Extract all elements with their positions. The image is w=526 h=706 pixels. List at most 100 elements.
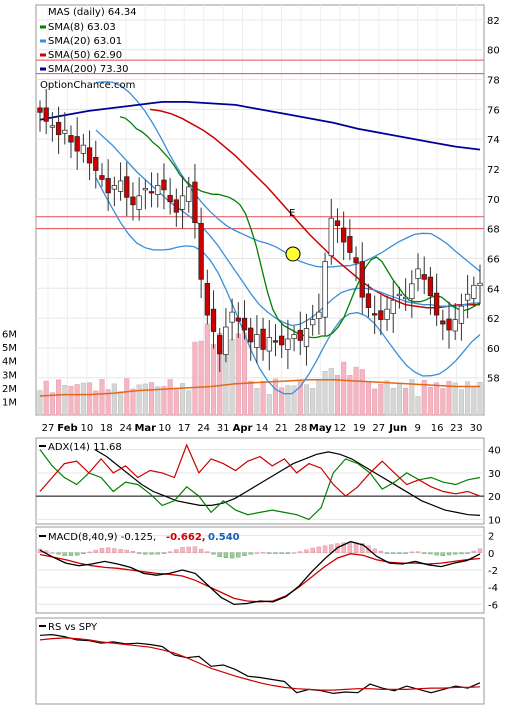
candle-body: [322, 261, 328, 318]
volume-bar: [124, 378, 130, 416]
candle-body: [347, 236, 353, 253]
volume-bar: [93, 390, 99, 416]
adx-legend: ADX(14) 11.68: [39, 442, 122, 453]
macd-hist-bar: [143, 552, 148, 555]
x-tick-label: 9: [414, 423, 420, 434]
macd-hist-bar: [267, 552, 272, 554]
x-tick-label: Jun: [388, 423, 407, 434]
x-tick-label: 23: [450, 423, 463, 434]
macd-hist-bar: [304, 549, 309, 553]
volume-bar: [458, 389, 464, 416]
x-tick-label: 10: [81, 423, 94, 434]
price-tick-label: 64: [487, 284, 500, 295]
candle-body: [390, 299, 396, 314]
macd-hist-bar: [242, 552, 247, 556]
price-tick-label: 68: [487, 225, 500, 236]
x-tick-label: 28: [295, 423, 308, 434]
macd-hist-bar: [291, 552, 297, 554]
volume-bar: [118, 391, 124, 416]
volume-bar: [74, 384, 80, 416]
macd-hist-bar: [87, 551, 92, 553]
macd-hist-bar: [136, 552, 142, 554]
macd-hist-bar: [50, 552, 55, 554]
price-tick-label: 58: [487, 374, 500, 385]
macd-hist-bar: [155, 552, 160, 555]
volume-bar: [179, 383, 186, 416]
candle-body: [396, 293, 403, 297]
candle-body: [477, 282, 483, 287]
volume-bar: [471, 385, 477, 416]
macd-hist-bar: [93, 549, 98, 554]
macd-hist-bar: [130, 550, 136, 553]
volume-bar: [409, 379, 415, 416]
volume-bar: [198, 340, 204, 416]
volume-bar: [62, 384, 68, 416]
candle-body: [167, 195, 173, 203]
volume-bar: [68, 385, 74, 416]
volume-bar: [353, 366, 359, 416]
volume-bar: [465, 381, 471, 416]
candle-body: [173, 199, 179, 213]
volume-bar: [477, 382, 483, 416]
sma200-line: [39, 101, 481, 151]
candle-body: [43, 107, 49, 122]
x-tick-label: Mar: [134, 423, 156, 434]
volume-bar: [434, 382, 440, 416]
macd-hist-bar: [372, 548, 377, 554]
x-tick-label: 19: [353, 423, 366, 434]
watermark: OptionChance.com: [40, 80, 135, 91]
macd-hist-bar: [446, 552, 452, 556]
price-tick-label: 82: [487, 16, 500, 27]
candle-body: [223, 326, 229, 355]
candle-body: [279, 335, 285, 346]
volume-bar: [452, 382, 458, 416]
rs-panel-frame: [35, 617, 485, 705]
macd-signal-value: -0.662,: [166, 532, 206, 543]
candle-body: [37, 107, 43, 113]
candle-body: [285, 338, 291, 350]
indicator-series: [37, 443, 483, 695]
rs-series-RS: [39, 633, 481, 695]
macd-hist-bar: [285, 552, 291, 554]
volume-bar: [148, 382, 155, 416]
candle-body: [117, 180, 124, 192]
price-tick-label: 72: [487, 165, 500, 176]
price-legend: MAS (daily) 64.34 SMA(8) 63.03 SMA(20) 6…: [40, 7, 137, 91]
legend-sma50: SMA(50) 62.90: [48, 50, 122, 61]
macd-hist-bar: [347, 541, 353, 553]
macd-hist-bar: [211, 552, 216, 555]
adx-tick-label: 40: [488, 446, 501, 457]
sma50-line: [149, 108, 480, 309]
macd-hist-bar: [124, 549, 129, 554]
candle-body: [148, 191, 155, 194]
macd-hist-bar: [62, 552, 67, 556]
candle-body: [378, 310, 384, 320]
macd-hist-bar: [397, 552, 402, 554]
macd-hist-bar: [434, 552, 439, 556]
volume-bar: [334, 375, 341, 416]
macd-hist-bar: [81, 552, 86, 554]
macd-line: [39, 540, 481, 606]
volume-bar: [359, 369, 365, 416]
candle-body: [310, 319, 316, 326]
macd-hist-value: 0.540: [208, 532, 240, 543]
volume-bar: [372, 388, 378, 416]
macd-hist-bar: [205, 551, 210, 554]
macd-hist-bar: [298, 551, 303, 554]
volume-bar: [186, 390, 192, 416]
legend-sma8: SMA(8) 63.03: [48, 22, 116, 33]
macd-legend: MACD(8,40,9) -0.125, -0.662, 0.540: [39, 532, 240, 543]
volume-bar: [142, 383, 148, 416]
volume-tick-label: 3M: [2, 370, 17, 381]
price-tick-label: 60: [487, 344, 500, 355]
x-tick-label: Apr: [233, 423, 253, 434]
macd-hist-bar: [217, 552, 222, 558]
x-tick-label: Feb: [57, 423, 77, 434]
candle-body: [217, 335, 223, 355]
earnings-marker: E: [285, 208, 301, 262]
macd-hist-bar: [360, 543, 365, 553]
volume-bar: [99, 379, 105, 416]
macd-hist-bar: [310, 547, 315, 554]
